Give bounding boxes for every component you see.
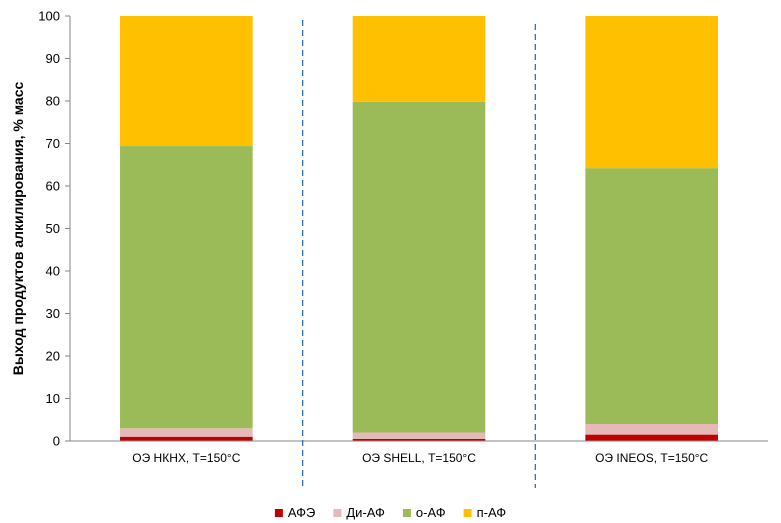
y-tick-label: 70	[46, 136, 60, 151]
bar-segment-3-cat-1	[120, 146, 253, 429]
legend-label: п-АФ	[477, 505, 507, 520]
y-tick-label: 0	[53, 434, 60, 449]
y-tick-label: 100	[38, 9, 60, 24]
y-axis-label: Выход продуктов алкилирования, % масс	[10, 81, 26, 375]
legend-swatch	[333, 509, 342, 517]
y-tick-label: 50	[46, 221, 60, 236]
legend-swatch	[274, 509, 283, 517]
bar-segment-3-cat-3	[585, 168, 718, 424]
y-tick-label: 80	[46, 94, 60, 109]
legend-swatch	[463, 509, 472, 517]
bar-segment-2-cat-3	[585, 424, 718, 435]
y-tick-label: 40	[46, 264, 60, 279]
legend-label: Ди-АФ	[346, 505, 385, 520]
category-label: ОЭ INEOS, Т=150°С	[595, 451, 708, 465]
bar-segment-4-cat-2	[352, 16, 486, 102]
bar-segment-3-cat-2	[352, 101, 486, 433]
legend-label: о-АФ	[416, 505, 446, 520]
y-tick-label: 20	[46, 349, 60, 364]
y-tick-label: 90	[46, 51, 60, 66]
category-label: ОЭ НКНХ, Т=150°С	[132, 451, 240, 465]
y-tick-label: 60	[46, 179, 60, 194]
y-tick-label: 30	[46, 306, 60, 321]
bar-segment-1-cat-1	[120, 436, 253, 441]
bar-segment-2-cat-2	[352, 432, 486, 439]
bar-segment-2-cat-1	[120, 428, 253, 437]
category-label: ОЭ SHELL, Т=150°С	[362, 451, 476, 465]
bar-segment-1-cat-2	[352, 438, 486, 441]
legend-label: АФЭ	[288, 505, 315, 520]
bar-segment-1-cat-3	[585, 434, 718, 441]
legend-swatch	[402, 509, 411, 517]
y-tick-label: 10	[46, 391, 60, 406]
bar-segment-4-cat-3	[585, 16, 718, 169]
bar-segment-4-cat-1	[120, 16, 253, 147]
